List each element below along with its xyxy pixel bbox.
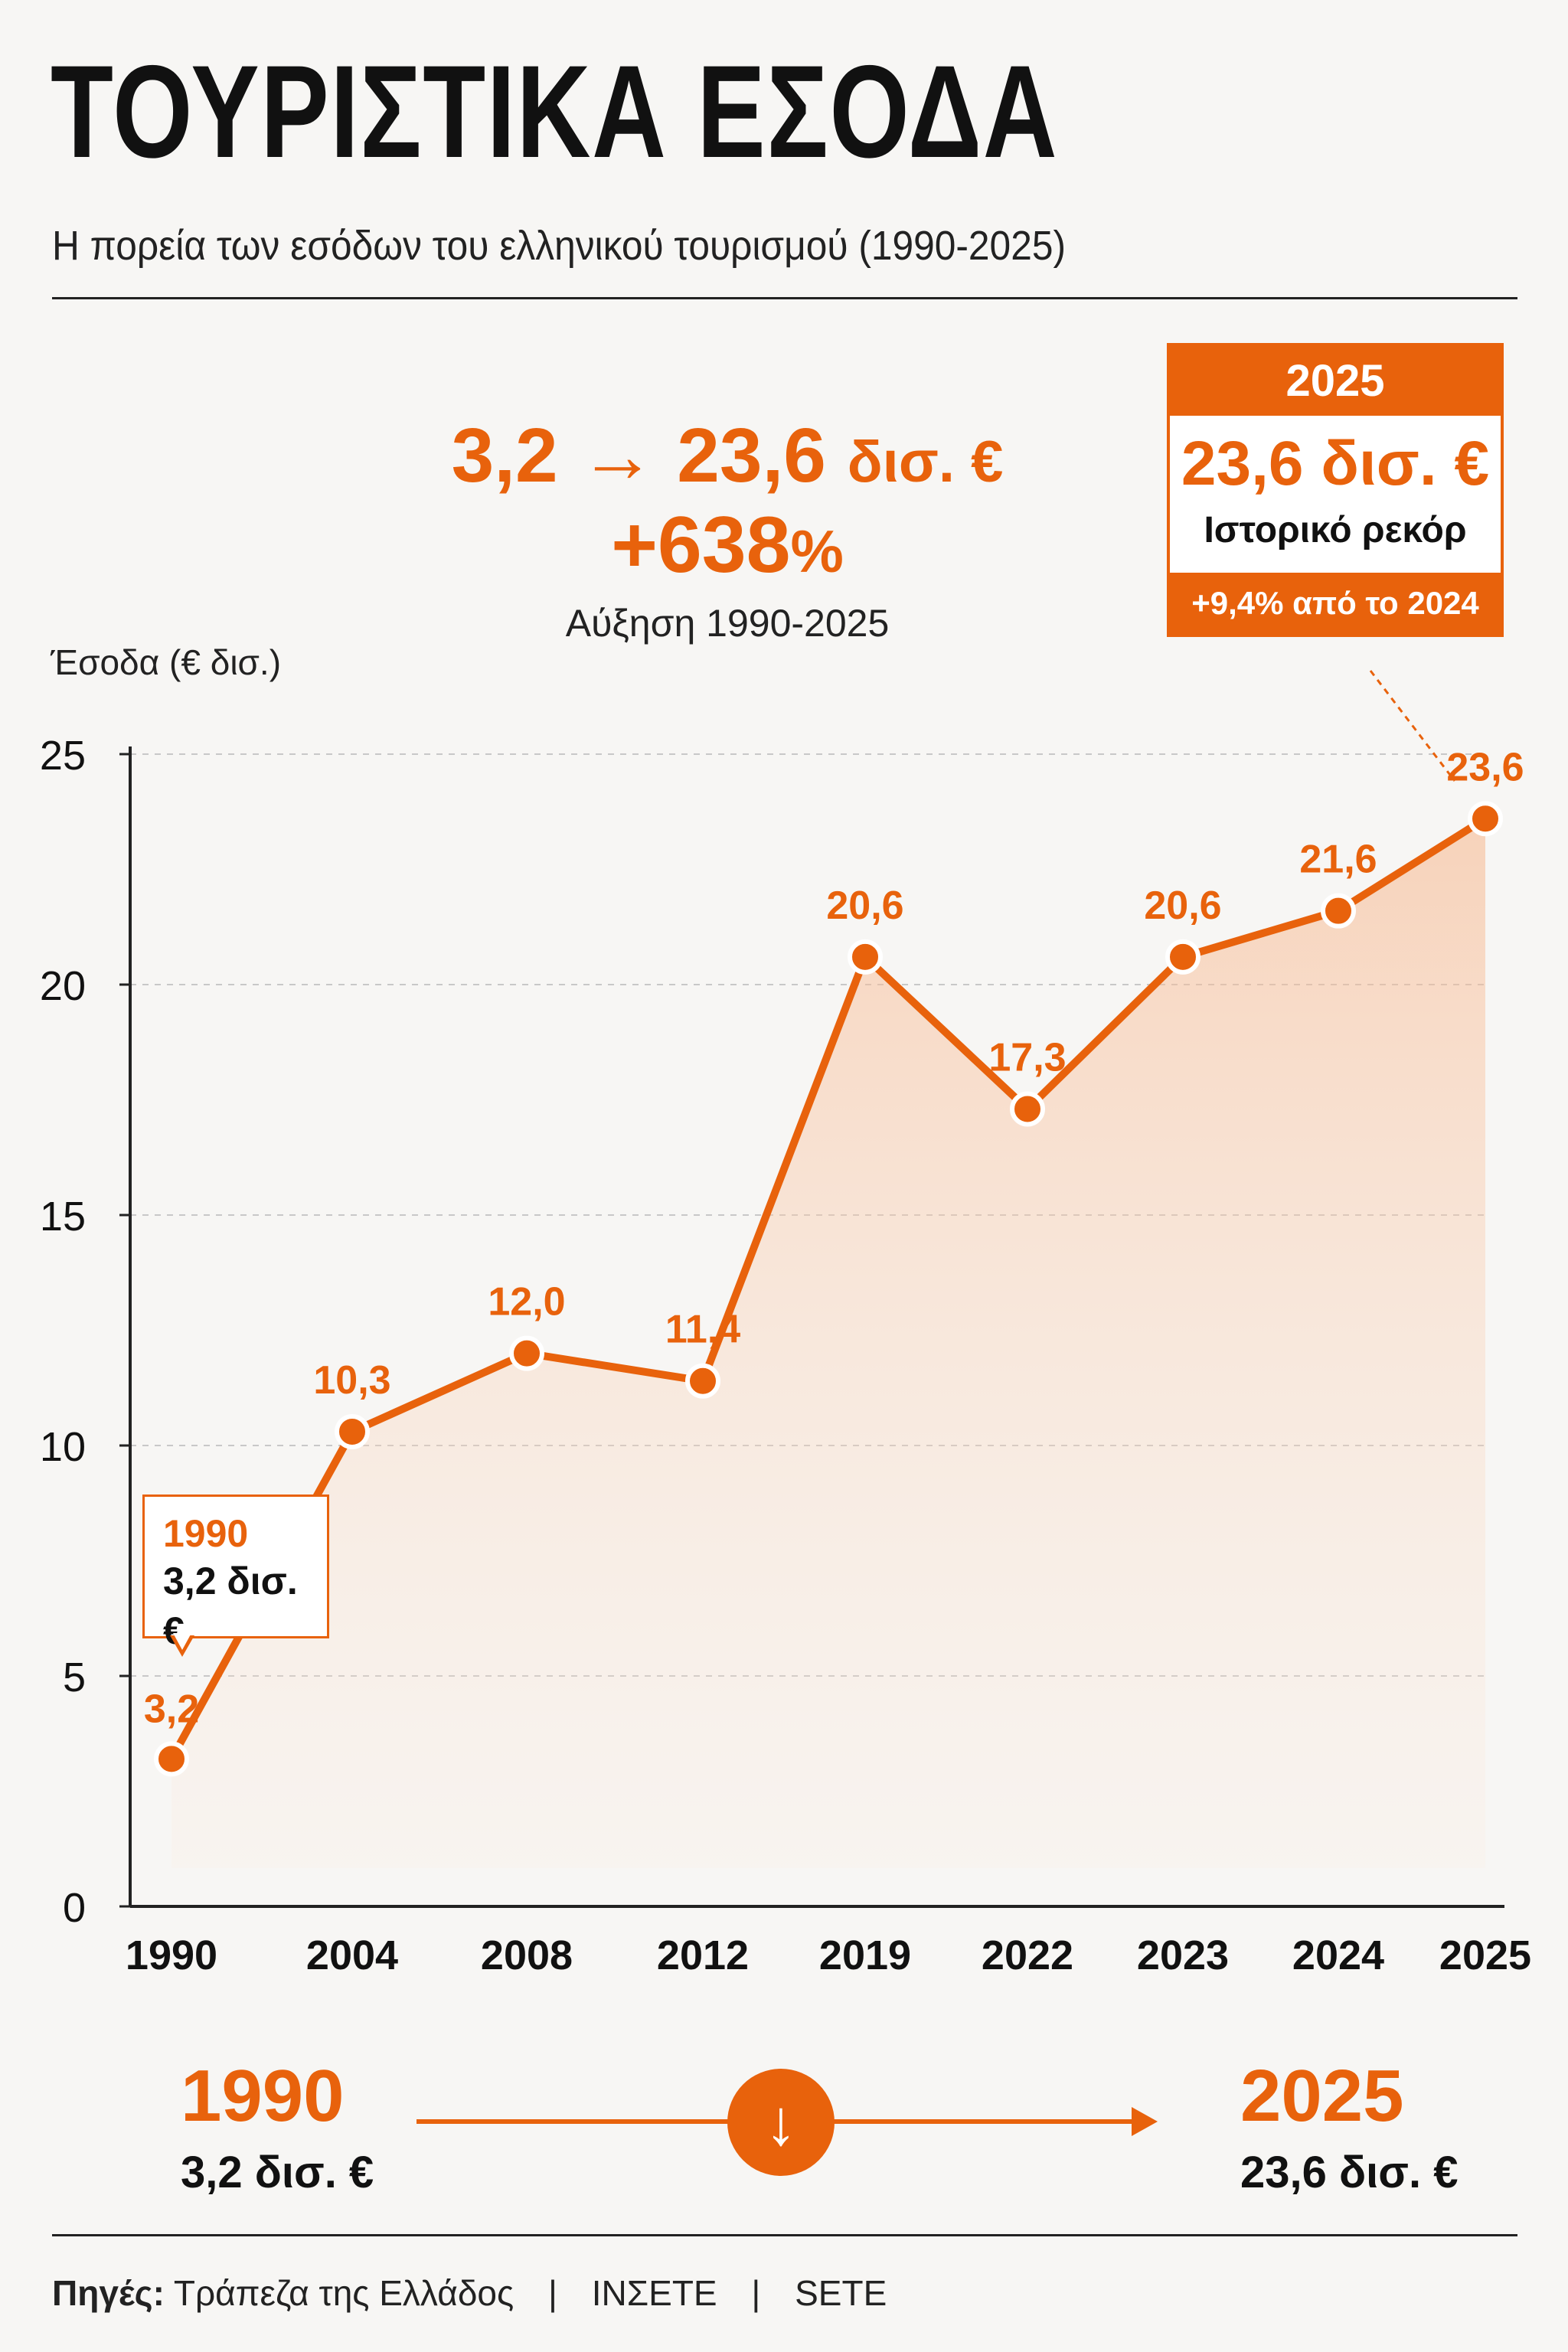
summary-start: 1990 3,2 δισ. € — [181, 2060, 374, 2198]
summary-end: 2025 23,6 δισ. € — [1240, 2060, 1458, 2198]
summary-start-value: 3,2 δισ. € — [181, 2148, 374, 2197]
headline-percent-value: +638 — [611, 501, 791, 590]
data-label: 3,2 — [144, 1687, 199, 1731]
badge-pointer-line — [1369, 670, 1456, 782]
badge-year: 2025 — [1170, 346, 1501, 416]
x-tick-label: 2024 — [1292, 1932, 1384, 1978]
y-tick-label: 20 — [40, 963, 86, 1009]
summary-start-year: 1990 — [181, 2055, 345, 2137]
area-fill — [172, 818, 1485, 1868]
record-badge: 2025 23,6 δισ. € Ιστορικό ρεκόρ +9,4% απ… — [1167, 343, 1504, 638]
sources-line: Πηγές: Τράπεζα της Ελλάδος | ΙΝΣΕΤΕ | SE… — [52, 2272, 887, 2314]
y-tick-label: 15 — [40, 1194, 86, 1240]
headline-block: 3,2 → 23,6 δισ. € +638% Αύξηση 1990-2025 — [429, 413, 1026, 645]
headline-arrow-icon: → — [579, 413, 656, 498]
data-point — [1468, 801, 1503, 837]
data-label: 23,6 — [1446, 745, 1524, 789]
data-point — [685, 1363, 720, 1399]
data-label: 20,6 — [826, 884, 903, 928]
badge-delta: +9,4% από το 2024 — [1170, 573, 1501, 635]
data-label: 12,0 — [488, 1280, 565, 1325]
x-tick-label: 2004 — [306, 1932, 398, 1978]
data-label: 21,6 — [1299, 838, 1377, 882]
data-point — [848, 939, 883, 975]
y-tick-label: 10 — [40, 1424, 86, 1470]
page-title: ΤΟΥΡΙΣΤΙΚΑ ΕΣΟΔΑ — [51, 38, 1059, 185]
y-tick-label: 5 — [63, 1655, 86, 1700]
bottom-divider — [52, 2234, 1517, 2236]
top-divider — [52, 297, 1517, 299]
source-separator: | — [751, 2273, 761, 2313]
summary-end-value: 23,6 δισ. € — [1240, 2148, 1459, 2197]
data-point — [1321, 893, 1356, 929]
source-item: Τράπεζα της Ελλάδος — [173, 2273, 514, 2313]
arrow-down-circle-icon: ↓ — [727, 2069, 835, 2176]
data-point — [1010, 1091, 1045, 1127]
headline-unit: δισ. € — [847, 430, 1004, 495]
source-item: ΙΝΣΕΤΕ — [591, 2273, 717, 2313]
headline-percent-sign: % — [790, 518, 844, 585]
x-tick-label: 2019 — [819, 1932, 911, 1978]
headline-range: 3,2 → 23,6 δισ. € — [429, 413, 1026, 498]
badge-note: Ιστορικό ρεκόρ — [1204, 510, 1467, 551]
data-point — [154, 1741, 189, 1777]
x-tick-label: 2012 — [657, 1932, 749, 1978]
summary-end-year: 2025 — [1240, 2055, 1404, 2137]
x-tick-label: 1990 — [126, 1932, 217, 1978]
x-tick-label: 2023 — [1137, 1932, 1229, 1978]
badge-value: 23,6 δισ. € — [1181, 429, 1490, 498]
source-item: SETE — [795, 2273, 887, 2313]
data-label: 10,3 — [313, 1358, 390, 1403]
y-axis-label: Έσοδα (€ δισ.) — [51, 642, 282, 682]
headline-label: Αύξηση 1990-2025 — [565, 601, 890, 645]
x-tick-label: 2025 — [1439, 1932, 1531, 1978]
data-label: 20,6 — [1144, 884, 1221, 928]
arrow-right-icon — [1132, 2107, 1158, 2136]
x-tick-label: 2008 — [481, 1932, 573, 1978]
callout-1990: 1990 3,2 δισ. € — [142, 1494, 329, 1652]
headline-percent: +638% — [429, 498, 1026, 593]
callout-pointer — [170, 1633, 194, 1657]
source-separator: | — [547, 2273, 557, 2313]
data-point — [509, 1335, 544, 1371]
data-point — [335, 1413, 370, 1449]
data-label: 11,4 — [665, 1308, 740, 1352]
page-subtitle: Η πορεία των εσόδων του ελληνικού τουρισ… — [52, 223, 1066, 269]
headline-to: 23,6 — [677, 413, 826, 498]
x-tick-label: 2022 — [982, 1932, 1073, 1978]
headline-from: 3,2 — [451, 413, 558, 498]
y-tick-label: 0 — [63, 1885, 86, 1931]
callout-year: 1990 — [163, 1512, 249, 1555]
data-point — [1165, 939, 1200, 975]
sources-label: Πηγές: — [52, 2273, 165, 2313]
y-tick-label: 25 — [40, 733, 86, 779]
data-label: 17,3 — [988, 1036, 1066, 1080]
